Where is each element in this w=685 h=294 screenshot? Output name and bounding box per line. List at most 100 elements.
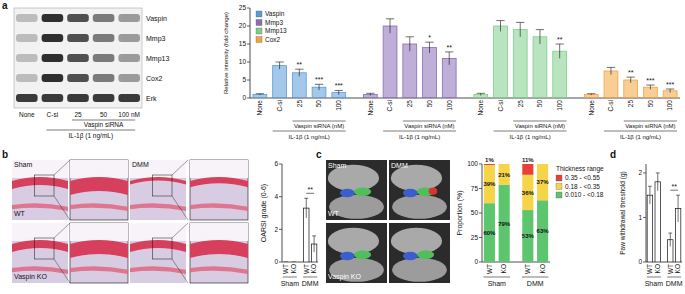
data-label: 63% (537, 228, 550, 234)
row-label: WT (14, 210, 26, 217)
error-bar (670, 233, 671, 246)
group-line (403, 121, 456, 122)
zoom-box (34, 175, 54, 196)
y-tick-label: 25 (471, 234, 479, 241)
treatment-label: IL-1β (1 ng/mL) (399, 134, 440, 140)
treatment-label: IL-1β (1 ng/mL) (510, 134, 551, 140)
bar-segment (522, 164, 533, 175)
data-label: 21% (498, 172, 511, 178)
group-line (494, 131, 567, 132)
lane-label: None (19, 111, 35, 118)
blot-image (14, 8, 142, 108)
row-label: Vaspin KO (328, 273, 361, 281)
histology-image (70, 223, 128, 283)
zoom-line (172, 196, 188, 220)
histology-bg (70, 223, 128, 241)
significance: * (428, 34, 431, 41)
x-tick-label: WT (282, 264, 289, 274)
bar (647, 195, 652, 262)
histology-bg (130, 160, 186, 178)
error-cap (312, 235, 316, 236)
panel-letter: a (2, 0, 8, 11)
legend-label: 0.18 - <0.35 (565, 183, 600, 190)
legend-label: Cox2 (265, 36, 281, 43)
zoom-line (54, 259, 70, 283)
y-tick-label: 6 (274, 160, 278, 167)
x-tick-label: 100 (666, 100, 673, 111)
error-cap (335, 90, 343, 91)
bracket (46, 130, 135, 131)
legend-label: 0.35 - <0.55 (565, 174, 600, 181)
y-tick (279, 229, 282, 230)
group-line (303, 277, 317, 278)
significance: *** (335, 82, 343, 89)
plot-area (647, 173, 681, 262)
group-line (273, 131, 346, 132)
error-bar (650, 85, 651, 89)
error-bar (319, 84, 320, 90)
y-tick (479, 237, 482, 238)
bar (403, 44, 417, 98)
error-bar (649, 186, 650, 204)
error-bar (539, 30, 540, 44)
treatment-label: IL-1β (1 ng/mL) (69, 132, 114, 140)
legend-swatch (256, 28, 262, 34)
bone (392, 195, 447, 219)
error-bar (480, 93, 481, 95)
y-tick-label: 0 (474, 258, 478, 265)
lane-label: 50 (100, 111, 108, 118)
error-cap (516, 22, 524, 23)
group-line (283, 277, 297, 278)
microct-image (389, 223, 450, 283)
error-cap (295, 69, 303, 70)
blot-band (93, 34, 115, 42)
blot-band (118, 14, 140, 22)
histology-bg (190, 160, 248, 178)
bar (533, 37, 547, 98)
x-tick-label: KO (654, 264, 661, 273)
group-line (383, 131, 456, 132)
error-bar (610, 67, 611, 74)
error-cap (275, 62, 283, 63)
legend-label: 0.010 - <0.18 (565, 191, 604, 198)
blot-band (42, 14, 64, 22)
group-label: DMM (527, 280, 544, 287)
error-cap (648, 186, 652, 187)
significance: *** (315, 76, 323, 83)
x-tick-label: C-si (497, 100, 504, 112)
error-bar (338, 90, 339, 94)
error-bar (657, 173, 658, 191)
zoom-line (54, 196, 70, 220)
cartilage (190, 240, 248, 258)
cartilage (130, 240, 186, 252)
sirna-label: Vaspin siRNA (84, 121, 124, 129)
thickness-map (340, 252, 355, 260)
x-tick-label: KO (539, 264, 546, 273)
blot-band (118, 94, 140, 102)
significance: *** (666, 81, 674, 88)
error-bar (500, 21, 501, 32)
group-label: Vaspin siRNA (nM) (294, 123, 344, 129)
histology-image (190, 160, 248, 220)
y-tick-label: 1 (638, 214, 642, 221)
blot-band (118, 34, 140, 42)
significance: ** (628, 69, 634, 76)
cartilage (70, 177, 128, 195)
blot-band (42, 94, 64, 102)
blot-band (67, 34, 89, 42)
figure: abcdVaspinMmp3Mmp13Cox2ErkNoneC-si255010… (0, 0, 685, 294)
x-tick-label: C-si (607, 100, 614, 112)
blot-band (67, 74, 89, 82)
error-bar (306, 198, 307, 218)
legend-swatch (556, 175, 562, 181)
y-tick-label: 2 (274, 226, 278, 233)
error-bar (630, 77, 631, 83)
data-label: 39% (483, 181, 496, 187)
significance: ** (557, 36, 563, 43)
bar (423, 48, 437, 98)
y-tick (479, 188, 482, 189)
zoom-box (152, 175, 172, 196)
bar (383, 26, 397, 98)
significance: ** (307, 186, 313, 193)
y-tick (479, 164, 482, 165)
